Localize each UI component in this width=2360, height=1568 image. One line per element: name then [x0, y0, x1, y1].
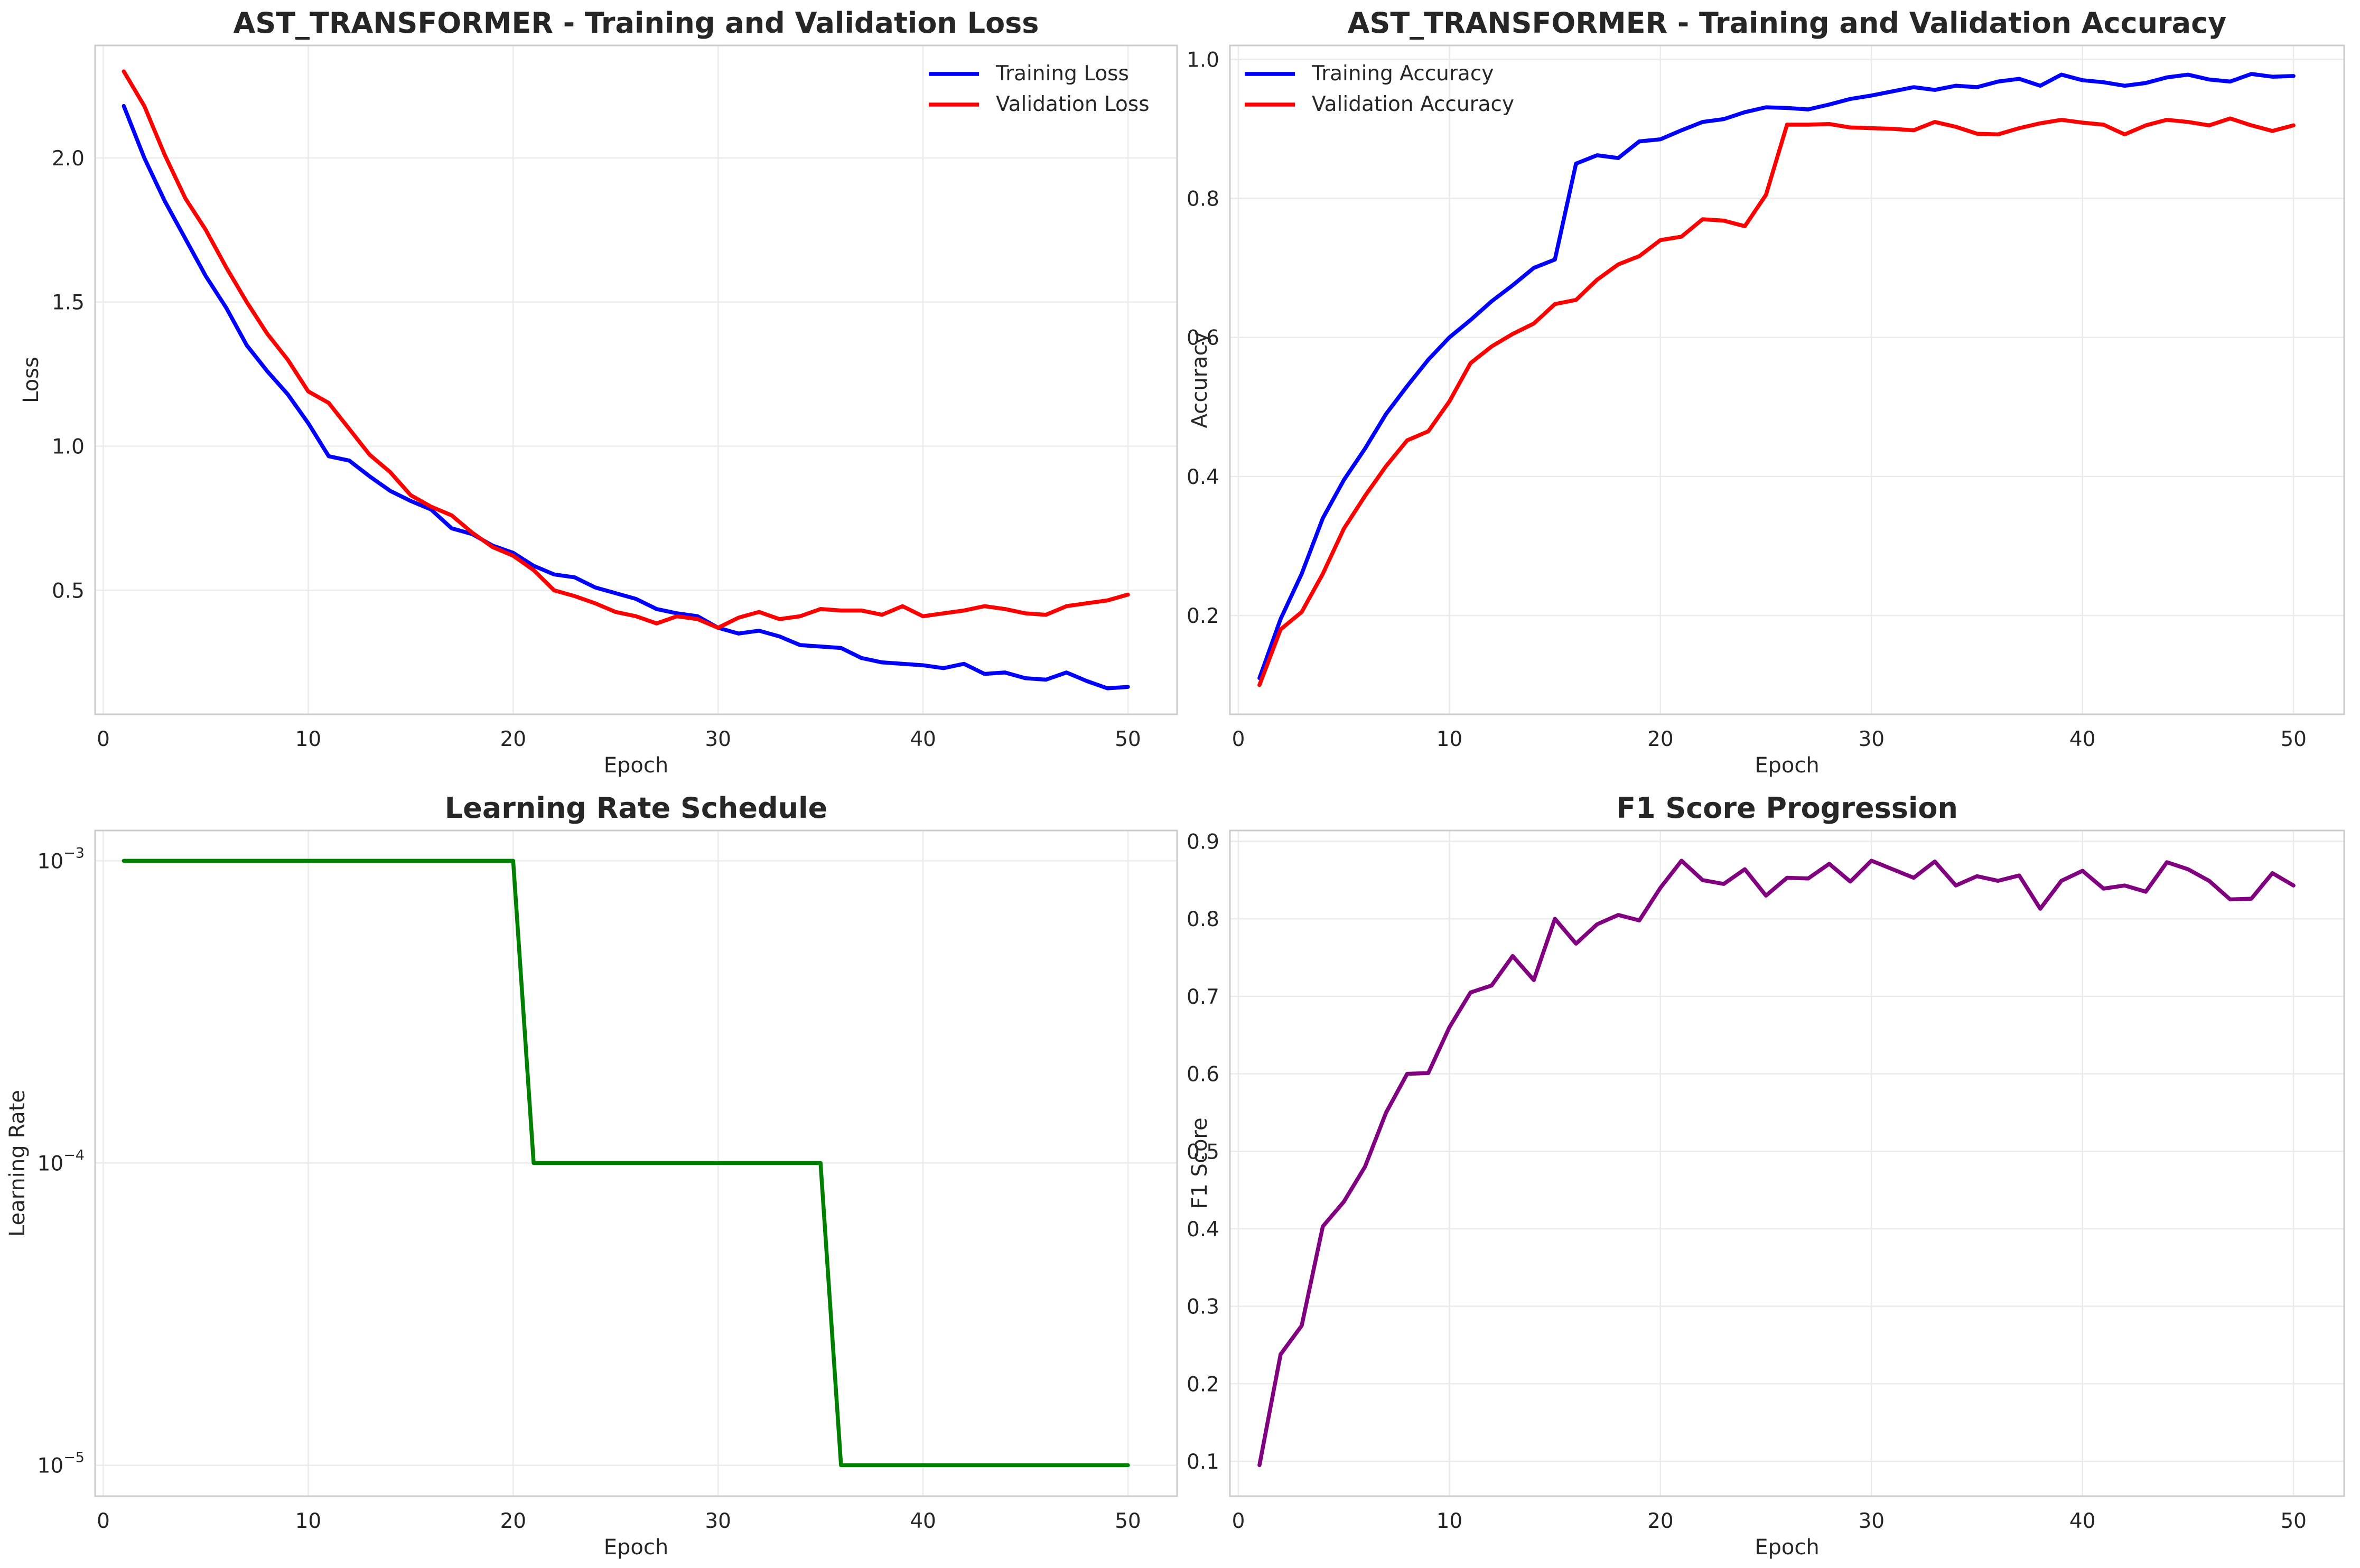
y-tick-label: 0.9 [1187, 830, 1219, 854]
x-tick-label: 30 [1858, 727, 1885, 751]
x-tick-label: 20 [1647, 1509, 1674, 1533]
y-tick-label: 0.2 [1187, 604, 1219, 628]
lr-series-line-0 [122, 858, 1130, 1468]
y-tick-label: 0.1 [1187, 1450, 1219, 1474]
accuracy-chart-ylabel: Accuracy [1188, 332, 1212, 428]
loss-series-line-training-loss [122, 104, 1130, 690]
y-tick-label: 0.4 [1187, 465, 1219, 489]
loss-chart: AST_TRANSFORMER - Training and Validatio… [19, 6, 1178, 778]
legend-validation-accuracy: Validation Accuracy [1312, 92, 1514, 116]
accuracy-plot-frame [1229, 44, 2345, 715]
x-tick-label: 40 [910, 1509, 936, 1533]
accuracy-series-line-training-accuracy [1257, 72, 2296, 680]
legend-training-loss: Training Loss [995, 62, 1129, 86]
x-tick-label: 0 [97, 1509, 110, 1533]
x-tick-label: 0 [97, 727, 110, 751]
x-tick-label: 20 [500, 1509, 526, 1533]
accuracy-chart-legend: Training Accuracy Validation Accuracy [1245, 62, 1514, 116]
x-tick-label: 0 [1232, 727, 1245, 751]
f1-score-chart-ylabel: F1 Score [1188, 1117, 1212, 1209]
y-tick-label: 0.8 [1187, 188, 1219, 211]
x-tick-label: 30 [705, 1509, 731, 1533]
y-tick-label: 1.0 [52, 435, 85, 459]
loss-plot-frame [94, 44, 1178, 715]
loss-chart-title: AST_TRANSFORMER - Training and Validatio… [234, 6, 1039, 40]
legend-training-accuracy: Training Accuracy [1311, 62, 1494, 86]
legend-validation-loss: Validation Loss [996, 92, 1150, 116]
y-tick-label: 10−4 [38, 1147, 85, 1175]
y-tick-label: 0.6 [1187, 326, 1219, 350]
y-tick-label: 0.8 [1187, 908, 1219, 931]
x-tick-label: 10 [295, 727, 322, 751]
x-tick-label: 40 [910, 727, 936, 751]
x-tick-label: 20 [1647, 727, 1674, 751]
learning-rate-chart-xlabel: Epoch [604, 1535, 668, 1560]
lr-gridlines [95, 830, 1177, 1496]
f1-score-chart: F1 Score Progression Epoch F1 Score 0 10 2… [1187, 791, 2345, 1560]
loss-series-line-validation-loss [122, 69, 1130, 630]
y-tick-label: 10−5 [38, 1449, 85, 1478]
x-tick-label: 50 [2280, 1509, 2307, 1533]
f1-series-line-0 [1257, 858, 2296, 1468]
x-tick-label: 10 [1436, 1509, 1463, 1533]
y-tick-label: 0.7 [1187, 985, 1219, 1009]
f1-gridlines [1230, 830, 2344, 1496]
y-tick-label: 10−3 [38, 845, 85, 873]
x-tick-label: 50 [2280, 727, 2307, 751]
x-tick-label: 50 [1115, 727, 1141, 751]
accuracy-chart-title: AST_TRANSFORMER - Training and Validatio… [1348, 6, 2227, 40]
loss-chart-ylabel: Loss [19, 357, 43, 403]
y-tick-label: 0.2 [1187, 1373, 1219, 1396]
learning-rate-chart-ylabel: Learning Rate [5, 1090, 30, 1237]
y-tick-label: 0.6 [1187, 1063, 1219, 1087]
x-tick-label: 0 [1232, 1509, 1245, 1533]
x-tick-label: 30 [1858, 1509, 1885, 1533]
x-tick-label: 40 [2069, 727, 2096, 751]
accuracy-series-line-validation-accuracy [1257, 116, 2296, 687]
y-tick-label: 0.4 [1187, 1218, 1219, 1242]
f1-score-chart-xlabel: Epoch [1755, 1535, 1819, 1560]
y-tick-label: 1.5 [52, 291, 85, 315]
x-tick-label: 10 [295, 1509, 322, 1533]
loss-chart-xlabel: Epoch [604, 753, 668, 778]
accuracy-chart-xlabel: Epoch [1755, 753, 1819, 778]
x-tick-label: 50 [1115, 1509, 1141, 1533]
f1-plot-frame [1229, 829, 2345, 1497]
y-tick-label: 1.0 [1187, 48, 1219, 72]
y-tick-label: 0.3 [1187, 1295, 1219, 1319]
learning-rate-chart: Learning Rate Schedule Epoch Learning Ra… [5, 791, 1178, 1560]
y-tick-label: 2.0 [52, 147, 85, 171]
lr-plot-frame [94, 829, 1178, 1497]
loss-gridlines [95, 45, 1177, 714]
y-tick-label: 0.5 [52, 579, 85, 603]
loss-chart-legend: Training Loss Validation Loss [929, 62, 1150, 116]
x-tick-label: 10 [1436, 727, 1463, 751]
x-tick-label: 40 [2069, 1509, 2096, 1533]
f1-score-chart-title: F1 Score Progression [1616, 791, 1958, 825]
accuracy-chart: AST_TRANSFORMER - Training and Validatio… [1187, 6, 2345, 778]
learning-rate-chart-title: Learning Rate Schedule [445, 791, 827, 825]
y-tick-label: 0.5 [1187, 1140, 1219, 1164]
x-tick-label: 30 [705, 727, 731, 751]
accuracy-gridlines [1230, 45, 2344, 714]
x-tick-label: 20 [500, 727, 526, 751]
